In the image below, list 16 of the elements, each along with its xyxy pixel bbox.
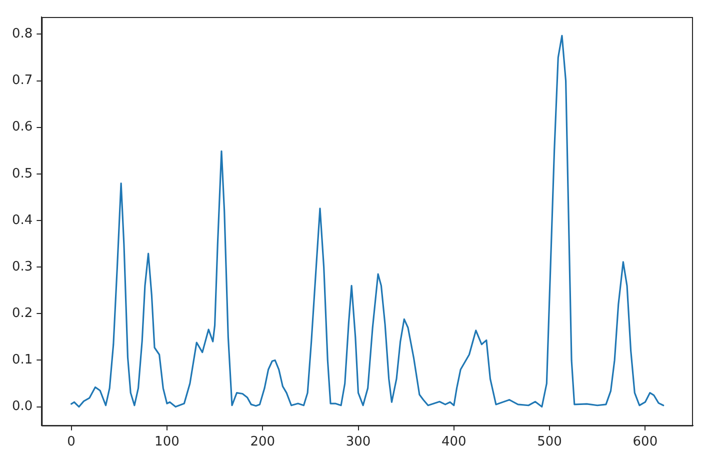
x-tick-label: 0 [67,434,76,450]
y-tick-label: 0.3 [12,259,33,274]
x-tick-label: 400 [441,434,466,450]
x-tick-label: 600 [632,434,658,450]
y-tick-label: 0.5 [12,166,33,182]
x-tick-label: 300 [346,434,371,450]
y-tick-label: 0.6 [12,120,33,135]
x-tick-label: 200 [250,434,276,450]
y-tick-label: 0.8 [12,26,33,42]
x-tick-label: 500 [537,434,562,450]
y-tick-label: 0.4 [12,212,33,228]
y-tick-label: 0.7 [12,73,33,88]
x-tick-label: 100 [154,434,180,450]
y-tick-label: 0.2 [12,306,33,322]
y-tick-label: 0.0 [12,399,33,414]
y-tick-label: 0.1 [12,352,33,368]
